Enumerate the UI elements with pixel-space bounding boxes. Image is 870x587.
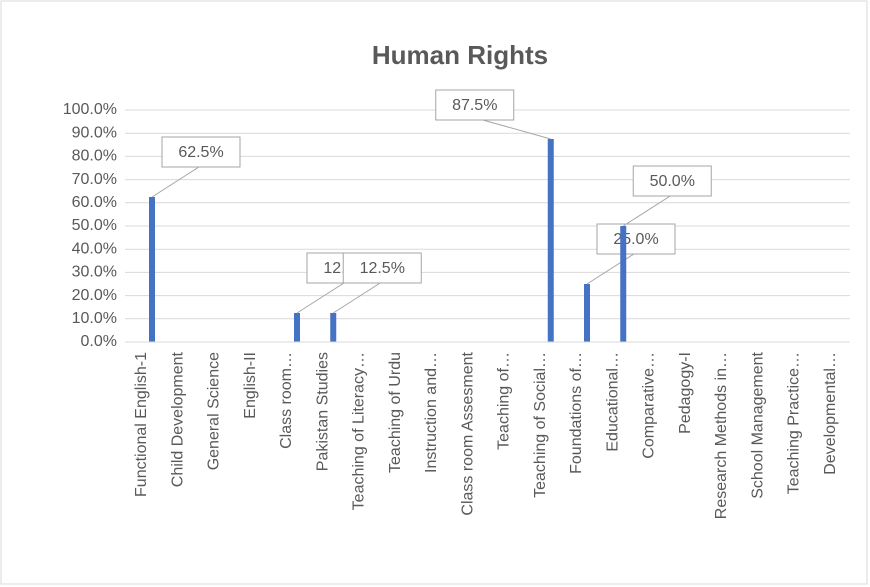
y-tick-label: 30.0% bbox=[72, 264, 117, 281]
x-tick-label: Foundations of… bbox=[568, 352, 585, 474]
y-tick-label: 0.0% bbox=[81, 333, 117, 350]
bar bbox=[294, 313, 300, 342]
y-tick-label: 10.0% bbox=[72, 310, 117, 327]
data-label: 50.0% bbox=[650, 173, 695, 190]
x-tick-label: Pedagogy-I bbox=[677, 352, 694, 434]
y-tick-label: 50.0% bbox=[72, 217, 117, 234]
y-tick-label: 40.0% bbox=[72, 240, 117, 257]
chart-title: Human Rights bbox=[372, 40, 548, 70]
y-tick-label: 90.0% bbox=[72, 124, 117, 141]
data-label-box bbox=[342, 252, 422, 284]
x-tick-label: Teaching of… bbox=[496, 352, 513, 450]
x-tick-label: Class room Assesment bbox=[459, 351, 476, 515]
x-tick-label: Teaching of Social… bbox=[532, 352, 549, 498]
y-tick-label: 80.0% bbox=[72, 148, 117, 165]
x-tick-label: General Science bbox=[206, 352, 223, 470]
x-tick-label: Class room… bbox=[278, 352, 295, 449]
x-tick-label: School Management bbox=[749, 351, 766, 498]
x-tick-label: Pakistan Studies bbox=[314, 352, 331, 471]
data-label: 87.5% bbox=[452, 97, 497, 114]
x-tick-label: Instruction and… bbox=[423, 352, 440, 473]
x-tick-label: Functional English-1 bbox=[133, 352, 150, 497]
x-tick-label: Comparative… bbox=[641, 352, 658, 459]
bar bbox=[149, 197, 155, 342]
y-tick-label: 20.0% bbox=[72, 287, 117, 304]
bar bbox=[547, 139, 554, 342]
data-label: 25.0% bbox=[613, 231, 658, 248]
x-tick-label: Research Methods in… bbox=[713, 352, 730, 519]
x-tick-label: Educational… bbox=[604, 352, 621, 452]
bar bbox=[330, 313, 337, 342]
data-label-box bbox=[632, 165, 712, 197]
x-tick-label: Teaching of Urdu bbox=[387, 352, 404, 473]
x-tick-label: Teaching of Literacy… bbox=[351, 352, 368, 510]
data-label-box bbox=[435, 89, 515, 121]
y-tick-label: 70.0% bbox=[72, 171, 117, 188]
x-tick-label: Teaching Practice… bbox=[786, 352, 803, 494]
bar bbox=[584, 284, 590, 342]
x-tick-label: English-II bbox=[242, 352, 259, 419]
x-tick-label: Developmental… bbox=[822, 352, 839, 475]
x-tick-label: Child Development bbox=[169, 351, 186, 487]
bar bbox=[620, 226, 627, 342]
data-label-box bbox=[161, 136, 241, 168]
y-tick-label: 60.0% bbox=[72, 194, 117, 211]
data-label: 12.5% bbox=[360, 260, 405, 277]
data-label: 62.5% bbox=[178, 144, 223, 161]
y-tick-label: 100.0% bbox=[63, 101, 117, 118]
data-label-box bbox=[596, 223, 676, 255]
